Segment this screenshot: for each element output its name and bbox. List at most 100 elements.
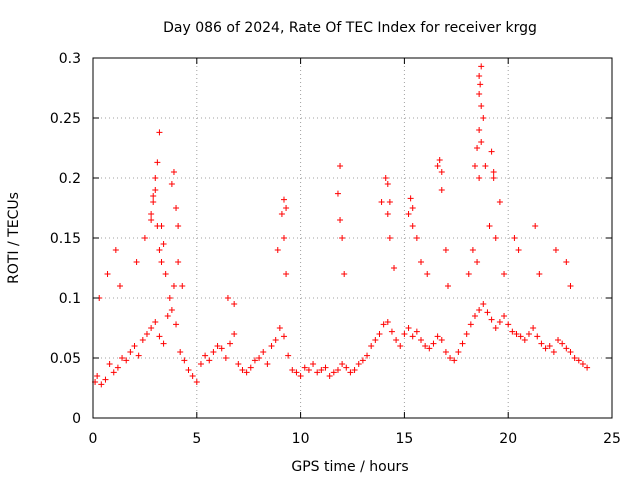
- data-point: [430, 340, 437, 347]
- data-point: [164, 313, 171, 319]
- data-point: [197, 361, 204, 367]
- data-point: [152, 175, 159, 181]
- data-point: [386, 199, 393, 205]
- data-point: [496, 319, 503, 325]
- data-point: [368, 343, 375, 349]
- data-point: [513, 331, 520, 337]
- data-point: [293, 369, 300, 376]
- data-point: [474, 259, 481, 265]
- data-point: [150, 199, 157, 205]
- data-point: [478, 103, 485, 109]
- data-point: [486, 223, 493, 229]
- data-point: [422, 343, 429, 349]
- data-point: [550, 349, 557, 355]
- data-point: [202, 352, 209, 359]
- data-point: [501, 271, 508, 277]
- data-point: [239, 367, 246, 373]
- data-point: [536, 271, 543, 277]
- y-tick-label: 0: [72, 411, 81, 427]
- data-point: [318, 367, 325, 373]
- data-point: [534, 333, 541, 340]
- data-point: [436, 157, 443, 163]
- x-tick-label: 0: [89, 431, 98, 447]
- data-point: [173, 321, 180, 328]
- data-point: [152, 319, 159, 325]
- data-point: [552, 247, 559, 253]
- data-point: [297, 373, 304, 379]
- data-point: [542, 345, 549, 352]
- data-point: [359, 357, 366, 364]
- data-point: [424, 271, 431, 277]
- data-point: [405, 211, 412, 217]
- data-point: [476, 175, 483, 181]
- data-point: [116, 283, 123, 289]
- data-point: [455, 349, 462, 355]
- data-point: [218, 345, 225, 352]
- data-point: [579, 361, 586, 367]
- x-tick-label: 15: [395, 431, 413, 447]
- data-point: [158, 259, 165, 265]
- data-point: [305, 367, 312, 373]
- data-point: [434, 333, 441, 340]
- data-point: [563, 345, 570, 352]
- data-point: [476, 127, 483, 133]
- chart-title: Day 086 of 2024, Rate Of TEC Index for r…: [163, 20, 537, 36]
- data-point: [179, 283, 186, 289]
- data-point: [337, 217, 344, 223]
- data-point: [488, 148, 495, 155]
- data-point: [476, 73, 483, 79]
- data-point: [465, 271, 472, 277]
- data-point: [463, 331, 470, 337]
- data-point: [301, 364, 308, 371]
- data-point: [206, 357, 213, 364]
- y-tick-label: 0.15: [50, 231, 81, 247]
- axis-ticks: [92, 57, 613, 419]
- data-point: [224, 295, 231, 301]
- data-point: [563, 259, 570, 265]
- data-point: [104, 271, 111, 277]
- data-point: [148, 217, 155, 223]
- data-point: [251, 357, 258, 364]
- data-point: [478, 63, 485, 70]
- data-point: [555, 337, 562, 343]
- data-point: [567, 349, 574, 355]
- data-point: [438, 187, 445, 193]
- data-point: [170, 169, 177, 175]
- data-point: [143, 331, 150, 337]
- data-point: [231, 301, 238, 307]
- data-point: [152, 187, 159, 193]
- data-point: [546, 343, 553, 349]
- data-point: [102, 376, 109, 383]
- data-point: [478, 139, 485, 145]
- data-point: [509, 328, 516, 335]
- data-point: [413, 235, 420, 241]
- data-point: [141, 235, 148, 241]
- data-point: [334, 190, 341, 197]
- data-point: [162, 271, 169, 277]
- data-point: [538, 340, 545, 347]
- data-point: [274, 247, 281, 253]
- data-point: [256, 355, 263, 361]
- data-point: [285, 352, 292, 359]
- data-point: [322, 364, 329, 371]
- data-point: [477, 81, 484, 88]
- data-point: [380, 321, 387, 328]
- x-tick-labels: 0 5 10 15 20 25: [89, 431, 621, 447]
- data-point: [112, 247, 119, 253]
- data-point: [156, 129, 163, 136]
- data-point: [501, 313, 508, 319]
- y-tick-label: 0.3: [59, 51, 81, 67]
- data-points: [92, 63, 591, 388]
- data-point: [330, 369, 337, 376]
- data-point: [372, 337, 379, 343]
- data-point: [434, 163, 441, 169]
- data-point: [559, 340, 566, 347]
- data-point: [397, 343, 404, 349]
- data-point: [280, 235, 287, 241]
- data-point: [343, 364, 350, 371]
- data-point: [189, 373, 196, 379]
- y-tick-label: 0.2: [59, 171, 81, 187]
- data-point: [119, 355, 126, 361]
- data-point: [326, 373, 333, 379]
